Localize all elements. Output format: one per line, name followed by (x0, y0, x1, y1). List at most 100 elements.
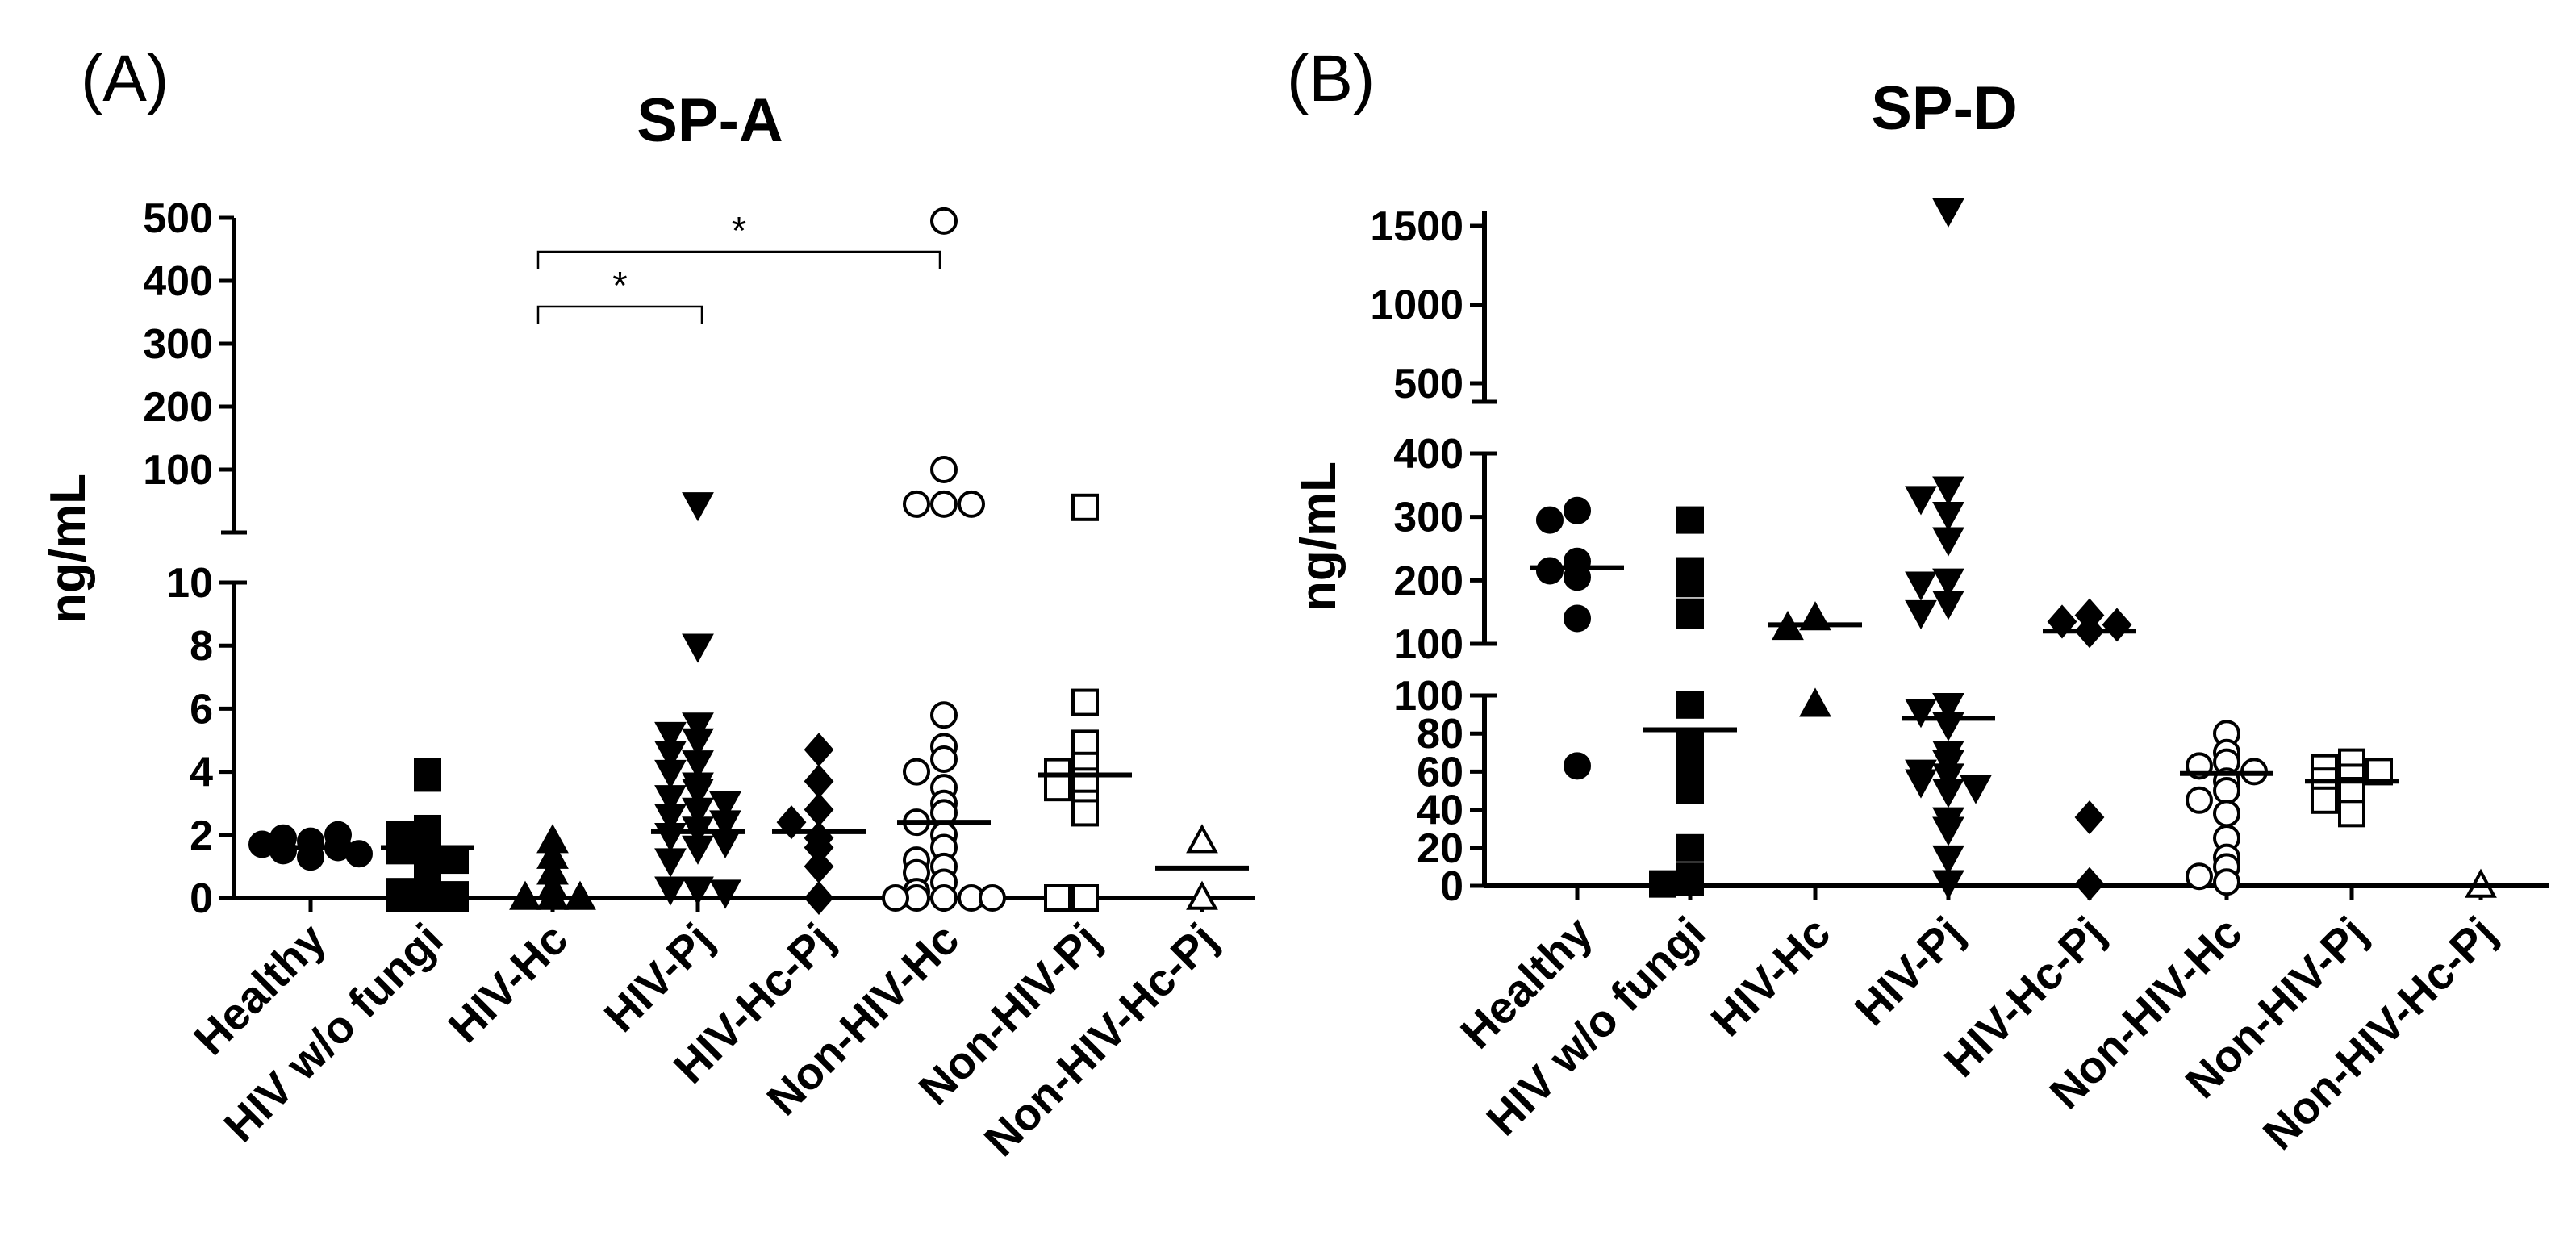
panel-b-point-hiv-w-o-fungi-8 (1676, 777, 1704, 804)
panel-b-y-tick-label-1500: 1500 (1370, 203, 1463, 250)
panel-b-y-tick-label-200: 200 (1393, 558, 1463, 604)
panel-b-y-tick-label-100: 100 (1393, 673, 1463, 720)
panel-a-point-non-hiv-pj-6 (1044, 774, 1071, 802)
panel-b-point-hiv-pj-16 (1905, 769, 1937, 799)
panel-b-point-non-hiv-hc-8 (2213, 800, 2240, 828)
panel-a-point-hiv-pj-9 (682, 779, 714, 808)
panel-b-point-hiv-w-o-fungi-2 (1676, 570, 1704, 598)
panel-b-point-hiv-hc-pj-2 (2102, 608, 2132, 642)
panel-b-y-tick-label-60: 60 (1417, 749, 1463, 796)
panel-a-point-non-hiv-hc-1 (930, 456, 958, 483)
panel-a-point-hiv-hc-pj-2 (804, 792, 834, 827)
panel-b-point-hiv-pj-22 (1932, 870, 1964, 900)
panel-a-y-tick-label-8: 8 (190, 623, 213, 670)
panel-b-point-non-hiv-hc-7 (2186, 786, 2213, 814)
panel-a-point-hiv-pj-10 (654, 785, 687, 815)
panel-b-y-tick-label-400: 400 (1393, 431, 1463, 478)
panel-a-point-hiv-w-o-fungi-5 (386, 837, 414, 865)
panel-b-point-hiv-pj-9 (1932, 693, 1964, 723)
panel-b-x-tick-label-non-hiv-hc-pj: Non-HIV-Hc-Pj (2253, 907, 2506, 1159)
panel-a-point-non-hiv-pj-1 (1071, 688, 1099, 716)
panel-a-y-tick-label-500: 500 (143, 195, 213, 242)
panel-b-label: (B) (1287, 42, 1375, 115)
panel-b-title: SP-D (1871, 74, 2018, 143)
panel-a-y-tick-label-300: 300 (143, 321, 213, 368)
panel-b-point-hiv-w-o-fungi-7 (1676, 754, 1704, 782)
panel-b-point-hiv-w-o-fungi-6 (1676, 731, 1704, 759)
panel-a-point-hiv-pj-3 (654, 721, 687, 752)
panel-a-point-non-hiv-hc-3 (903, 490, 930, 518)
panel-b-point-hiv-pj-8 (1905, 599, 1937, 630)
panel-a-point-hiv-w-o-fungi-1 (414, 764, 441, 792)
panel-b-point-hiv-pj-18 (1932, 779, 1964, 808)
panel-b-point-hiv-pj-20 (1932, 816, 1964, 846)
panel-b-point-non-hiv-hc-6 (2213, 777, 2240, 804)
panel-a-point-hiv-pj-2 (682, 712, 714, 742)
panel-a-significance-bracket-0 (536, 305, 703, 324)
panel-b-y-tick-label-100: 100 (1393, 621, 1463, 668)
panel-a-y-tick-label-2: 2 (190, 812, 213, 859)
panel-a-point-non-hiv-hc-pj-1 (1186, 880, 1218, 910)
panel-b-point-healthy-4 (1564, 563, 1591, 591)
panel-a-significance-bracket-1 (536, 250, 941, 269)
panel-a-significance-star-1: * (732, 210, 747, 253)
panel-b-point-healthy-0 (1564, 496, 1591, 524)
panel-b-point-hiv-pj-2 (1905, 486, 1937, 516)
panel-b-point-hiv-pj-21 (1932, 845, 1964, 875)
panel-a-point-hiv-pj-19 (654, 848, 687, 878)
panel-a-y-tick-label-4: 4 (190, 750, 213, 796)
panel-a-y-tick-label-400: 400 (143, 258, 213, 305)
panel-b-point-non-hiv-pj-6 (2311, 786, 2338, 814)
panel-a-point-hiv-pj-16 (654, 823, 687, 853)
panel-b-y-tick-label-20: 20 (1417, 825, 1463, 872)
panel-a-point-hiv-pj-14 (709, 810, 741, 840)
panel-a-point-non-hiv-hc-5 (930, 701, 958, 729)
panel-a-y-tick-label-100: 100 (143, 447, 213, 494)
panel-b-point-hiv-w-o-fungi-0 (1676, 506, 1704, 534)
panel-b-point-hiv-pj-3 (1932, 501, 1964, 532)
panel-a-point-hiv-pj-5 (654, 741, 687, 770)
panel-b-point-hiv-pj-10 (1905, 699, 1937, 729)
panel-a-point-healthy-0 (297, 843, 324, 871)
panel-b-point-hiv-w-o-fungi-11 (1676, 868, 1704, 896)
panel-b-y-tick-label-0: 0 (1440, 863, 1463, 910)
panel-b-point-non-hiv-pj-7 (2338, 800, 2365, 828)
panel-b-point-healthy-5 (1564, 604, 1591, 633)
panel-a-point-hiv-pj-22 (709, 879, 741, 909)
panel-a-title: SP-A (637, 86, 783, 155)
panel-b-point-hiv-pj-15 (1932, 763, 1964, 793)
panel-a-point-hiv-hc-pj-3 (776, 805, 807, 840)
panel-b-y-tick-label-80: 80 (1417, 711, 1463, 758)
panel-a-point-hiv-pj-4 (682, 728, 714, 758)
panel-a-point-hiv-hc-pj-7 (804, 880, 834, 916)
panel-a-point-hiv-pj-6 (682, 750, 714, 780)
panel-b-point-healthy-6 (1564, 752, 1591, 780)
panel-b-point-hiv-pj-4 (1932, 527, 1964, 557)
panel-b-point-hiv-pj-17 (1960, 775, 1992, 804)
panel-b-point-hiv-pj-0 (1932, 198, 1964, 228)
panel-a-point-hiv-hc-pj-1 (804, 764, 834, 799)
panel-a-point-hiv-pj-0 (682, 492, 714, 522)
panel-a-point-hiv-w-o-fungi-6 (441, 846, 469, 875)
panel-a-point-non-hiv-hc-2 (930, 490, 958, 518)
panel-a-point-non-hiv-hc-pj-0 (1186, 824, 1218, 854)
panel-b-point-healthy-3 (1536, 557, 1564, 585)
panel-b-point-hiv-w-o-fungi-9 (1676, 833, 1704, 862)
panel-a-significance-star-0: * (612, 265, 628, 307)
panel-a-point-non-hiv-pj-10 (1044, 884, 1071, 912)
panel-a-point-non-hiv-hc-20 (930, 884, 958, 912)
panel-b-point-hiv-w-o-fungi-4 (1676, 601, 1704, 629)
panel-b-y-tick-label-1000: 1000 (1370, 282, 1463, 329)
panel-b-point-hiv-hc-2 (1799, 687, 1831, 717)
panel-b-y-tick-label-300: 300 (1393, 495, 1463, 541)
panel-a-label: (A) (81, 42, 169, 115)
panel-a-point-hiv-pj-11 (709, 791, 741, 821)
panel-b-y-tick-label-40: 40 (1417, 787, 1463, 834)
panel-a-point-non-hiv-pj-9 (1071, 884, 1099, 912)
panel-b-point-non-hiv-hc-13 (2213, 868, 2240, 896)
panel-b-point-hiv-hc-pj-5 (2074, 867, 2105, 901)
panel-a-y-axis-title: ng/mL (40, 474, 96, 624)
